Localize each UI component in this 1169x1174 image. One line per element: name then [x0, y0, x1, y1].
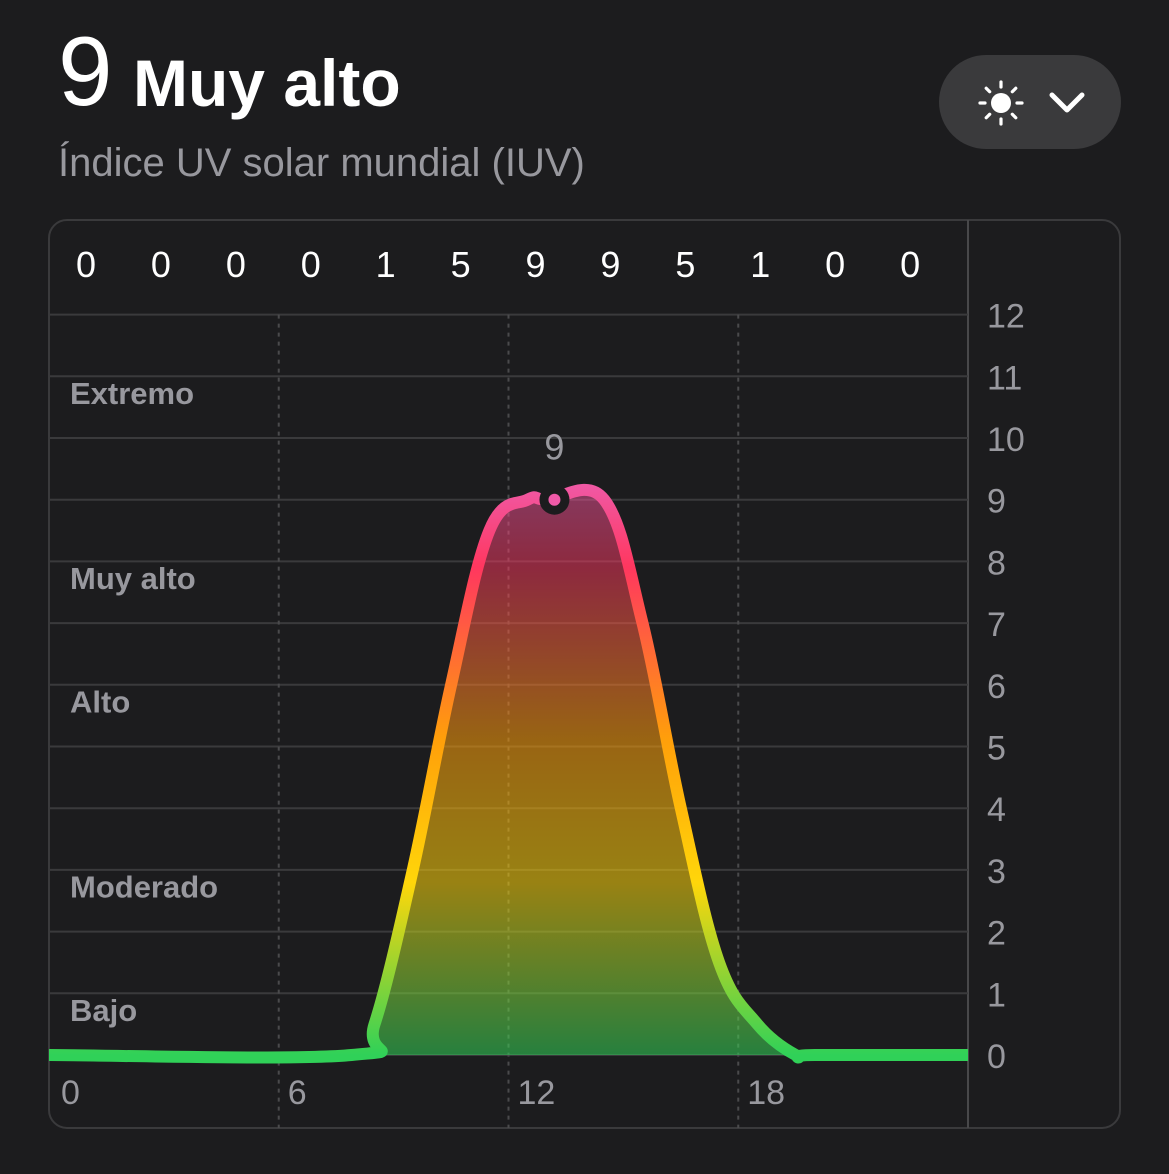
- hourly-uv-label: 0: [900, 244, 920, 285]
- y-tick-label: 6: [987, 668, 1006, 706]
- hourly-uv-label: 9: [600, 244, 620, 285]
- y-tick-label: 0: [987, 1038, 1006, 1076]
- y-tick-label: 2: [987, 915, 1006, 953]
- hourly-uv-label: 1: [750, 244, 770, 285]
- y-tick-label: 12: [987, 298, 1025, 336]
- hourly-uv-label: 5: [451, 244, 471, 285]
- hourly-uv-label: 0: [226, 244, 246, 285]
- y-tick-label: 7: [987, 606, 1006, 644]
- uv-area-fill: [49, 489, 968, 1058]
- x-tick-label: 18: [747, 1074, 785, 1112]
- chart-subtitle: Índice UV solar mundial (IUV): [58, 141, 585, 185]
- hourly-uv-label: 0: [825, 244, 845, 285]
- chart-frame: [48, 219, 1121, 1129]
- y-tick-label: 4: [987, 791, 1006, 829]
- category-band-label: Extremo: [70, 376, 194, 411]
- category-band-label: Muy alto: [70, 561, 196, 596]
- hourly-uv-label: 0: [301, 244, 321, 285]
- category-band-label: Moderado: [70, 870, 218, 905]
- y-tick-label: 10: [987, 421, 1025, 459]
- hourly-uv-label: 1: [376, 244, 396, 285]
- y-tick-label: 8: [987, 544, 1006, 582]
- current-point-label: 9: [544, 427, 564, 468]
- y-tick-label: 5: [987, 730, 1006, 768]
- uv-value: 9: [58, 16, 112, 126]
- y-tick-label: 11: [987, 359, 1022, 397]
- y-tick-label: 9: [987, 483, 1006, 521]
- sun-icon: [978, 80, 1024, 126]
- x-tick-label: 12: [518, 1074, 556, 1112]
- chart-type-menu-button[interactable]: [939, 55, 1121, 149]
- uv-category: Muy alto: [133, 46, 401, 120]
- chevron-down-icon: [1049, 92, 1085, 113]
- current-point-marker: [548, 493, 561, 506]
- y-tick-label: 1: [987, 976, 1006, 1014]
- x-tick-label: 6: [288, 1074, 307, 1112]
- hourly-uv-label: 5: [675, 244, 695, 285]
- hourly-uv-label: 0: [151, 244, 171, 285]
- hourly-uv-label: 0: [76, 244, 96, 285]
- category-band-label: Bajo: [70, 993, 137, 1028]
- x-tick-label: 0: [61, 1074, 80, 1112]
- y-tick-label: 3: [987, 853, 1006, 891]
- category-band-label: Alto: [70, 685, 130, 720]
- hourly-uv-label: 9: [525, 244, 545, 285]
